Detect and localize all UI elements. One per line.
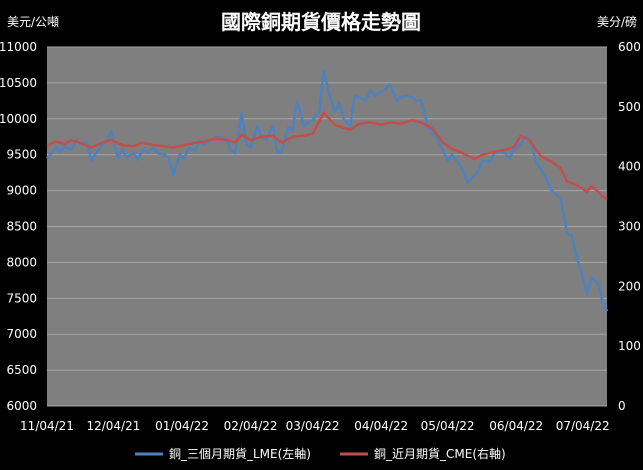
left-axis-unit: 美元/公噸: [7, 15, 59, 29]
x-tick-label: 03/04/22: [286, 419, 340, 433]
y-right-tick-label: 500: [618, 100, 641, 114]
y-right-tick-label: 600: [618, 40, 641, 54]
y-right-tick-label: 400: [618, 160, 641, 174]
y-right-tick-label: 100: [618, 339, 641, 353]
x-tick-label: 01/04/22: [155, 419, 209, 433]
legend: 銅_三個月期貨_LME(左軸) 銅_近月期貨_CME(右軸): [135, 446, 506, 461]
left-axis: 6000 6500 7000 7500 8000 8500 9000 9500 10000 105…: [0, 40, 37, 413]
y-left-tick-label: 8000: [6, 255, 37, 269]
series-line: [46, 111, 608, 201]
x-tick-label: 02/04/22: [224, 419, 278, 433]
x-tick-label: 04/04/22: [354, 419, 408, 433]
x-tick-label: 06/04/22: [489, 419, 543, 433]
y-left-tick-label: 9500: [6, 148, 37, 162]
y-right-tick-label: 200: [618, 279, 641, 293]
x-axis: 11/04/21 12/04/21 01/04/22 02/04/22 03/04/22…: [20, 419, 610, 433]
y-left-tick-label: 11000: [0, 40, 37, 54]
y-left-tick-label: 7000: [6, 327, 37, 341]
x-tick-label: 12/04/21: [86, 419, 140, 433]
y-left-tick-label: 6500: [6, 363, 37, 377]
y-left-tick-label: 10000: [0, 112, 37, 126]
legend-label: 銅_三個月期貨_LME(左軸): [169, 446, 311, 461]
right-axis: 0 100 200 300 400 500 600: [618, 40, 641, 413]
y-left-tick-label: 6000: [6, 399, 37, 413]
series-lines: [46, 68, 609, 312]
y-right-tick-label: 0: [618, 399, 626, 413]
x-tick-label: 05/04/22: [421, 419, 475, 433]
legend-label: 銅_近月期貨_CME(右軸): [374, 446, 506, 461]
series-line: [46, 68, 609, 312]
y-left-tick-label: 10500: [0, 76, 37, 90]
y-left-tick-label: 8500: [6, 220, 37, 234]
y-left-tick-label: 9000: [6, 184, 37, 198]
right-axis-unit: 美分/磅: [597, 14, 637, 29]
y-left-tick-label: 7500: [6, 291, 37, 305]
chart-title: 國際銅期貨價格走勢圖: [221, 10, 421, 34]
y-right-tick-label: 300: [618, 220, 641, 234]
x-tick-label: 11/04/21: [20, 419, 74, 433]
x-tick-label: 07/04/22: [556, 419, 610, 433]
